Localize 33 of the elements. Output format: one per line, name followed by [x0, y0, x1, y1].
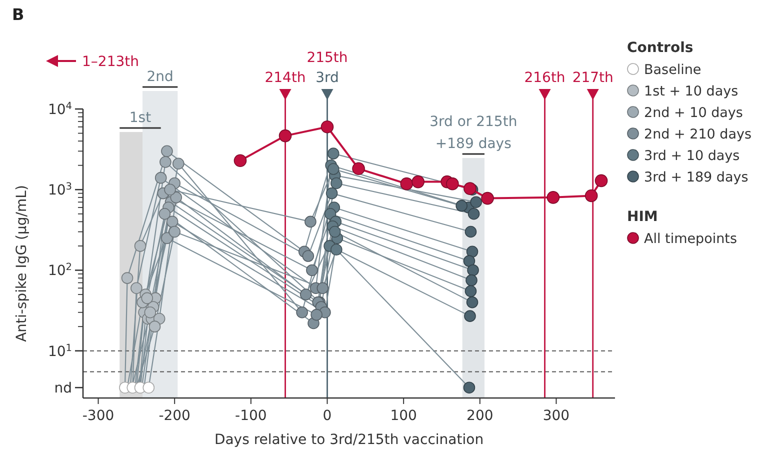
legend-label: 3rd + 10 days	[644, 148, 740, 164]
x-tick-label: 0	[322, 408, 332, 424]
x-tick-label: 100	[390, 408, 417, 424]
band-label: 3rd or 215th +189 days	[430, 114, 518, 152]
y-tick-label: 10$^{4}$	[48, 100, 72, 118]
y-axis-title: Anti-spike IgG (μg/mL)	[14, 185, 30, 342]
x-tick-label: 300	[542, 408, 570, 424]
y-tick-label: 10$^{3}$	[48, 181, 72, 199]
x-tick-label: -300	[82, 408, 114, 424]
text: HIM	[627, 209, 658, 225]
legend-title: Controls	[627, 40, 694, 56]
y-tick-label: 10$^{2}$	[48, 262, 72, 280]
band-label: 2nd	[146, 69, 174, 85]
ref-line-label: 3rd	[316, 70, 339, 86]
legend-label: 2nd + 10 days	[644, 105, 743, 121]
legend-label: 2nd + 210 days	[644, 126, 752, 142]
text: 1–213th	[82, 54, 139, 70]
legend-label: 1st + 10 days	[644, 84, 738, 100]
x-axis-title: Days relative to 3rd/215th vaccination	[214, 432, 484, 448]
legend-label: Baseline	[644, 62, 702, 78]
ref-line-label: 217th	[572, 70, 614, 86]
legend-label: 3rd + 189 days	[644, 170, 748, 186]
x-tick-label: -100	[235, 408, 267, 424]
chart-title: B	[12, 5, 24, 24]
x-tick-label: 200	[466, 408, 494, 424]
y-tick-label: nd	[54, 380, 72, 397]
text: 215th	[306, 50, 348, 66]
ref-line-label: 216th	[524, 70, 566, 86]
band-label: 1st	[129, 110, 152, 126]
ref-line-label: 214th	[264, 70, 306, 86]
y-tick-label: 10$^{1}$	[48, 342, 72, 360]
legend-label: All timepoints	[644, 231, 737, 247]
x-tick-label: -200	[158, 408, 190, 424]
